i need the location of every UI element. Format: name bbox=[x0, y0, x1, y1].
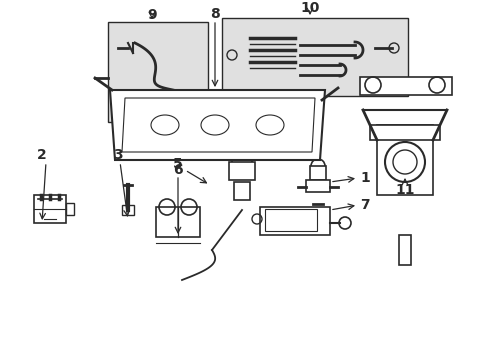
Text: 7: 7 bbox=[359, 198, 369, 212]
Bar bbox=[309, 166, 325, 180]
Polygon shape bbox=[110, 90, 325, 160]
Bar bbox=[222, 18, 407, 96]
Bar bbox=[108, 22, 207, 122]
Polygon shape bbox=[122, 98, 314, 152]
Bar bbox=[122, 205, 134, 215]
Bar bbox=[234, 182, 249, 200]
Bar bbox=[66, 203, 74, 215]
Bar bbox=[305, 180, 329, 192]
Text: 9: 9 bbox=[147, 8, 157, 22]
Bar bbox=[156, 207, 200, 237]
Text: 3: 3 bbox=[113, 148, 122, 162]
Bar bbox=[376, 125, 432, 195]
Text: 6: 6 bbox=[173, 163, 183, 177]
Bar bbox=[398, 235, 410, 265]
Bar bbox=[264, 209, 316, 231]
Bar bbox=[34, 195, 66, 223]
Text: 8: 8 bbox=[210, 7, 220, 21]
Text: 1: 1 bbox=[359, 171, 369, 185]
Text: 2: 2 bbox=[37, 148, 47, 162]
Text: 10: 10 bbox=[300, 1, 319, 15]
Bar bbox=[260, 207, 329, 235]
Ellipse shape bbox=[151, 115, 179, 135]
Ellipse shape bbox=[201, 115, 228, 135]
Text: 4: 4 bbox=[285, 131, 294, 145]
Bar bbox=[228, 162, 254, 180]
Bar bbox=[369, 125, 439, 140]
Ellipse shape bbox=[256, 115, 284, 135]
Bar bbox=[231, 142, 251, 165]
Bar bbox=[359, 77, 451, 95]
Text: 11: 11 bbox=[394, 183, 414, 197]
Text: 5: 5 bbox=[173, 157, 183, 171]
